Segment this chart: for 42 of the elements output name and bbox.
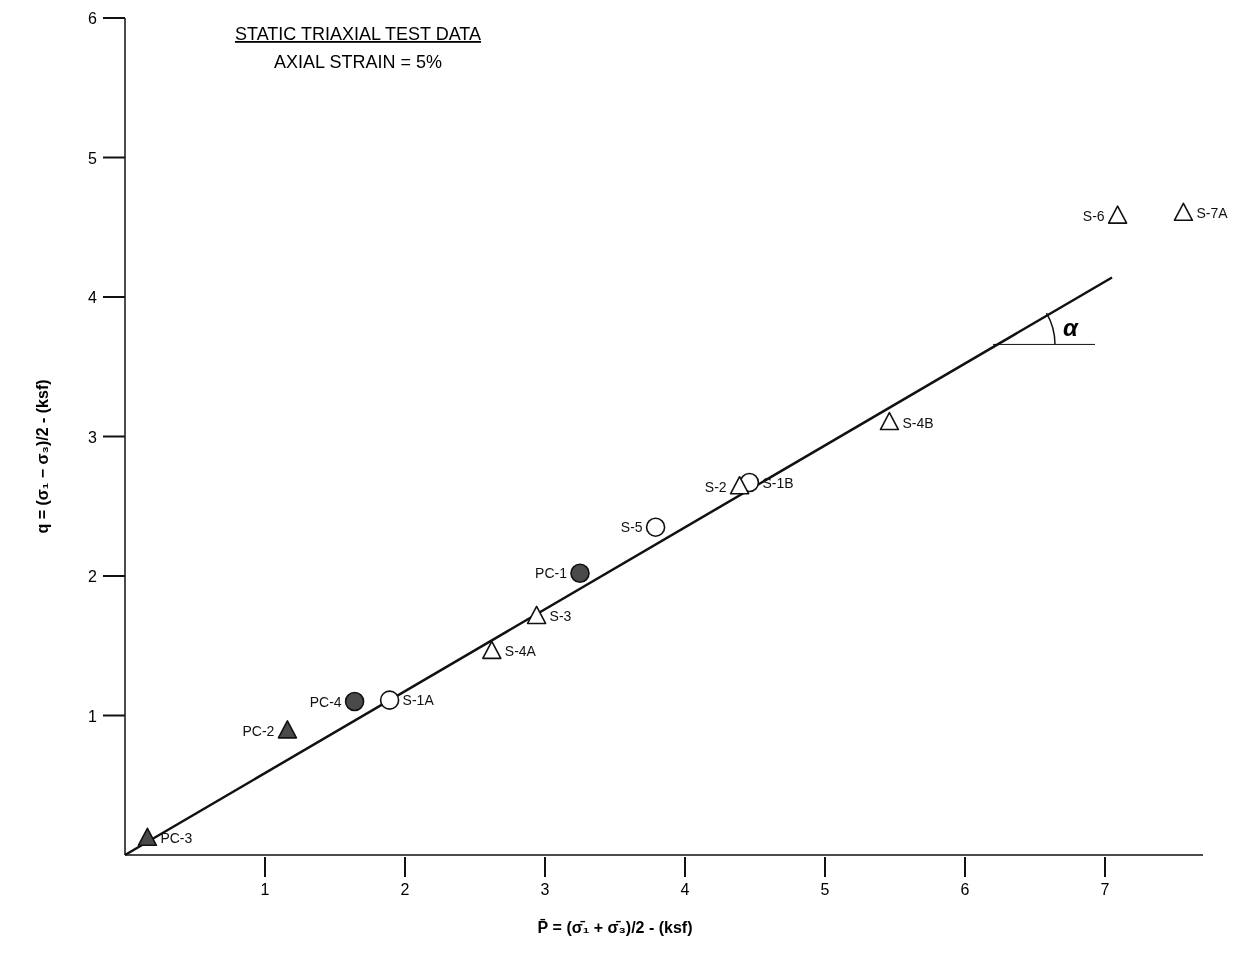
x-tick-label: 1 <box>260 881 270 898</box>
point <box>344 691 365 712</box>
x-axis-title: P̄ = (σ̄₁ + σ̄₃)/2 - (ksf) <box>537 918 693 936</box>
point <box>379 690 400 710</box>
annotation: S-7A <box>1196 205 1229 222</box>
y-tick-label: 5 <box>88 149 98 167</box>
annotation: S-5 <box>620 519 643 536</box>
point <box>482 640 502 660</box>
annotation: S-3 <box>549 608 572 625</box>
text: AXIAL STRAIN = 5% <box>274 52 442 72</box>
annotation: PC-4 <box>309 693 342 710</box>
point <box>645 517 666 537</box>
x-tick-label: 7 <box>1100 881 1110 898</box>
point <box>570 563 590 584</box>
y-tick-label: 2 <box>88 568 98 585</box>
x-tick-label: 3 <box>540 881 550 898</box>
x-tick-label: 6 <box>960 881 970 898</box>
annotation: S-1A <box>402 692 435 709</box>
annotation: S-4A <box>504 643 537 660</box>
annotation: S-6 <box>1082 208 1105 225</box>
point <box>1173 202 1194 222</box>
point <box>879 411 900 431</box>
point <box>277 720 298 739</box>
y-axis-title: q = (σ₁ − σ₃)/2 - (ksf) <box>34 379 51 534</box>
y-tick-label: 3 <box>88 428 98 446</box>
point <box>526 605 547 625</box>
x-tick-label: 4 <box>680 881 690 898</box>
y-tick-label: 4 <box>88 289 98 306</box>
chart-title: STATIC TRIAXIAL TEST DATA <box>234 24 482 44</box>
y-tick-label: 6 <box>88 10 98 27</box>
x-tick-label: 2 <box>400 881 410 898</box>
annotation: α <box>1063 314 1079 342</box>
annotation: PC-2 <box>242 722 275 739</box>
annotation: PC-1 <box>535 565 568 582</box>
annotation: PC-3 <box>160 830 193 847</box>
point <box>729 475 750 495</box>
point <box>1107 205 1128 224</box>
point <box>137 827 158 847</box>
annotation: S-2 <box>704 478 727 495</box>
y-tick-label: 1 <box>88 707 98 725</box>
x-tick-label: 5 <box>820 881 830 898</box>
annotation: S-4B <box>902 414 934 431</box>
